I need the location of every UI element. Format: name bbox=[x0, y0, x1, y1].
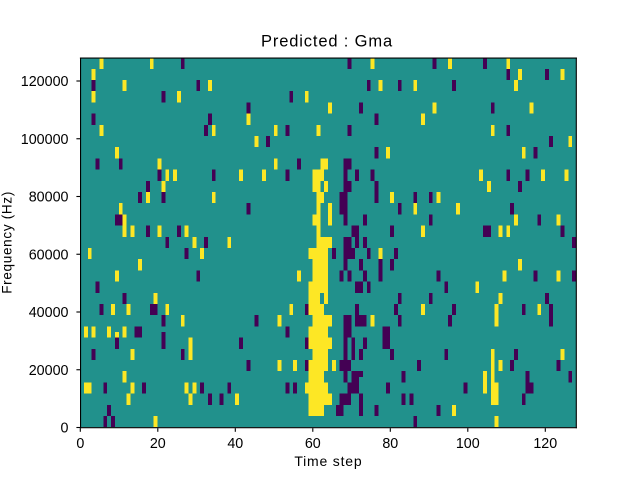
svg-text:80000: 80000 bbox=[29, 190, 69, 206]
svg-text:Frequency (Hz): Frequency (Hz) bbox=[0, 191, 15, 294]
svg-text:40: 40 bbox=[227, 436, 243, 452]
svg-text:80: 80 bbox=[382, 436, 398, 452]
svg-text:100: 100 bbox=[456, 436, 480, 452]
svg-text:0: 0 bbox=[76, 436, 84, 452]
svg-text:Time step: Time step bbox=[294, 453, 362, 469]
svg-text:60: 60 bbox=[305, 436, 321, 452]
svg-text:60000: 60000 bbox=[29, 247, 69, 263]
svg-text:120000: 120000 bbox=[21, 74, 69, 90]
svg-text:120: 120 bbox=[533, 436, 557, 452]
svg-text:100000: 100000 bbox=[21, 132, 69, 148]
svg-text:40000: 40000 bbox=[29, 305, 69, 321]
svg-text:20000: 20000 bbox=[29, 363, 69, 379]
svg-text:0: 0 bbox=[61, 421, 69, 437]
svg-text:20: 20 bbox=[150, 436, 166, 452]
svg-text:Predicted : Gma: Predicted : Gma bbox=[261, 33, 393, 51]
